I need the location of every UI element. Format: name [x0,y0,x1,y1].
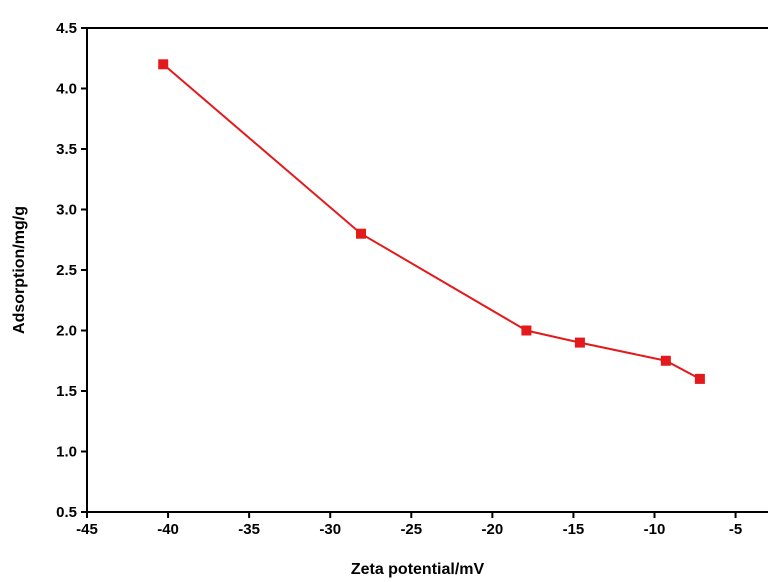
x-tick-label: -45 [76,521,98,538]
axes [86,27,768,513]
y-tick-label: 4.5 [56,20,77,37]
data-point-marker [356,228,367,239]
y-tick-label: 4.0 [56,81,77,98]
x-tick-label: -20 [482,521,504,538]
data-point-marker [521,325,532,336]
x-tick-label: -40 [157,521,179,538]
y-tick-label: 2.0 [56,323,77,340]
ticks: -45 -40 -35 -30 -25 -20 -15 -10 -5 0.5 1.0 1.5 2.0 2.… [56,20,742,538]
x-tick-label: -15 [563,521,585,538]
x-tick-label: -30 [319,521,341,538]
data-point-marker [660,355,671,366]
data-point-marker [694,373,705,384]
series [158,59,705,384]
data-point-marker [574,337,585,348]
y-tick-label: 1.0 [56,444,77,461]
x-axis-title: Zeta potential/mV [351,561,485,578]
y-tick-label: 3.0 [56,202,77,219]
x-tick-label: -35 [238,521,260,538]
y-tick-label: 0.5 [56,504,77,521]
data-point-marker [158,59,169,70]
series-line [162,63,701,380]
x-tick-label: -10 [644,521,666,538]
y-axis-title: Adsorption/mg/g [11,206,28,334]
x-tick-label: -5 [729,521,742,538]
y-tick-label: 3.5 [56,141,77,158]
x-tick-label: -25 [400,521,422,538]
y-tick-label: 1.5 [56,383,77,400]
y-tick-label: 2.5 [56,262,77,279]
